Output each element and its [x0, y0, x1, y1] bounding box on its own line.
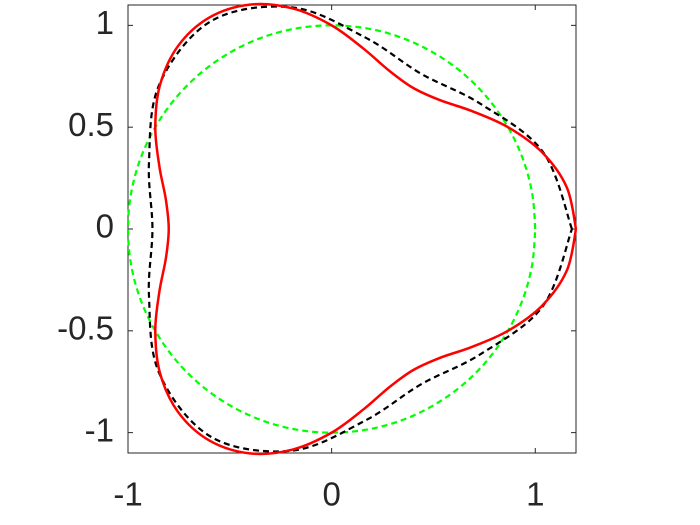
data-line	[154, 2, 578, 456]
y-tick-label: 0.5	[68, 106, 114, 143]
x-tick-label: 0	[322, 476, 340, 513]
y-tick-label: 0	[96, 208, 114, 245]
x-tick-label: 1	[526, 476, 544, 513]
y-tick-label: -0.5	[57, 310, 114, 347]
data-line	[147, 5, 573, 453]
x-tick-label: -1	[113, 476, 142, 513]
y-tick-label: -1	[85, 411, 114, 448]
data-line	[126, 24, 537, 434]
axes-box	[127, 4, 577, 454]
y-tick-label: 1	[96, 4, 114, 41]
